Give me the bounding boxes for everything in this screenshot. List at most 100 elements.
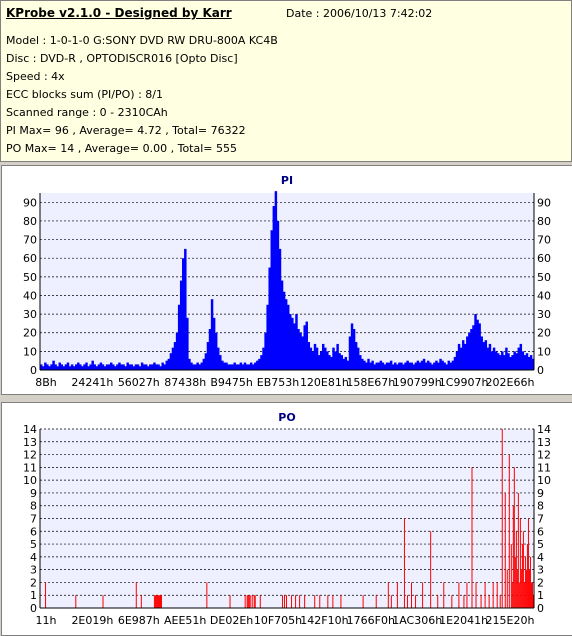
- pi-bar: [344, 356, 348, 370]
- pi-bar: [237, 364, 241, 370]
- po-bar: [135, 582, 137, 608]
- po-bar: [299, 595, 301, 608]
- pi-bar: [116, 364, 119, 370]
- pi-bar: [377, 362, 381, 370]
- pi-bar: [531, 358, 535, 370]
- po-bar: [504, 492, 506, 608]
- pi-bar: [50, 364, 53, 370]
- po-bar: [512, 505, 514, 608]
- app-title: KProbe v2.1.0 - Designed by Karr: [6, 6, 232, 20]
- pi-bar: [206, 342, 210, 370]
- pi-ytick-left: 20: [23, 327, 37, 340]
- pi-bar: [212, 317, 216, 370]
- po-ytick-right: 13: [537, 436, 551, 449]
- po-bar: [158, 595, 160, 608]
- pi-bar: [130, 364, 134, 370]
- pi-bar: [54, 364, 57, 370]
- pi-bar: [202, 358, 206, 370]
- pi-bar: [112, 364, 115, 370]
- po-bar: [521, 544, 523, 608]
- pi-bar: [270, 230, 273, 370]
- po-bar: [362, 595, 364, 608]
- pi-bar: [163, 364, 166, 370]
- pi-bar: [496, 353, 500, 370]
- po-bar: [332, 595, 334, 608]
- pi-bar: [482, 342, 485, 370]
- pi-bar: [83, 364, 86, 370]
- pi-bar: [149, 364, 152, 370]
- po-bar: [510, 544, 512, 608]
- disc-line: Disc : DVD-R , OPTODISCR016 [Opto Disc]: [6, 52, 238, 65]
- pi-bar: [287, 304, 290, 370]
- po-ytick-left: 10: [23, 474, 37, 487]
- pi-bar: [324, 347, 327, 370]
- po-bar: [515, 531, 517, 608]
- po-bar: [159, 595, 161, 608]
- pi-bar: [64, 364, 68, 370]
- po-bar: [516, 569, 518, 608]
- pi-bar: [120, 364, 123, 370]
- pi-bar: [373, 364, 376, 370]
- pi-bar: [177, 304, 181, 370]
- po-bar: [327, 595, 329, 608]
- pi-bar: [457, 343, 461, 370]
- pi-bar: [429, 362, 432, 370]
- pi-bar: [103, 366, 107, 370]
- pi-bar: [385, 362, 389, 370]
- pi-bar: [225, 362, 228, 370]
- pi-bar: [383, 364, 387, 370]
- pi-bar: [258, 358, 261, 370]
- pi-bar: [394, 362, 397, 370]
- po-ytick-left: 4: [30, 551, 37, 564]
- pi-bar: [402, 364, 405, 370]
- po-bar: [511, 582, 513, 608]
- po-bar: [314, 595, 316, 608]
- po-bar: [285, 595, 287, 608]
- pi-bar: [74, 364, 78, 370]
- pi-bar: [118, 362, 121, 370]
- pi-bar: [509, 356, 512, 370]
- pi-bar: [198, 364, 201, 370]
- pi-bar: [147, 366, 150, 370]
- pi-bar: [66, 362, 70, 370]
- pi-ytick-right: 10: [537, 345, 551, 358]
- po-bar: [155, 595, 157, 608]
- po-bar: [519, 518, 521, 608]
- pi-bar: [122, 364, 125, 370]
- pi-bar: [276, 220, 280, 370]
- scanned-range-line: Scanned range : 0 - 2310CAh: [6, 106, 168, 119]
- pi-bar: [114, 366, 117, 370]
- pi-xtick-label: 202E66h: [486, 376, 535, 389]
- po-chart-title: PO: [278, 411, 295, 424]
- pi-bar: [449, 362, 453, 370]
- pi-ytick-right: 60: [537, 252, 551, 265]
- pi-bar: [278, 248, 282, 370]
- pi-bar: [227, 364, 230, 370]
- pi-bar: [280, 280, 284, 370]
- pi-bar: [315, 347, 319, 370]
- pi-bar: [99, 362, 103, 370]
- po-bar: [253, 595, 255, 608]
- pi-bar: [420, 360, 424, 370]
- pi-bar: [52, 360, 55, 370]
- pi-ytick-right: 70: [537, 234, 551, 247]
- pi-bar: [437, 362, 440, 370]
- pi-bar: [311, 351, 315, 370]
- pi-bar: [301, 336, 304, 370]
- pi-bar: [466, 336, 469, 370]
- pi-ytick-right: 0: [537, 364, 544, 377]
- ecc-line: ECC blocks sum (PI/PO) : 8/1: [6, 88, 163, 101]
- pi-bar: [492, 347, 496, 370]
- pi-xtick-label: B9475h: [210, 376, 253, 389]
- pi-xtick-label: 87438h: [164, 376, 206, 389]
- po-bar: [526, 544, 528, 608]
- po-bar: [102, 595, 104, 608]
- po-xtick-label: 215E20h: [486, 614, 535, 627]
- pi-bar: [464, 343, 467, 370]
- po-xtick-label: 142F10h: [300, 614, 348, 627]
- pi-bar: [371, 360, 374, 370]
- pi-bar: [204, 353, 208, 370]
- pi-bar: [303, 325, 306, 370]
- po-xtick-label: DE02Eh: [210, 614, 253, 627]
- po-bar: [281, 595, 283, 608]
